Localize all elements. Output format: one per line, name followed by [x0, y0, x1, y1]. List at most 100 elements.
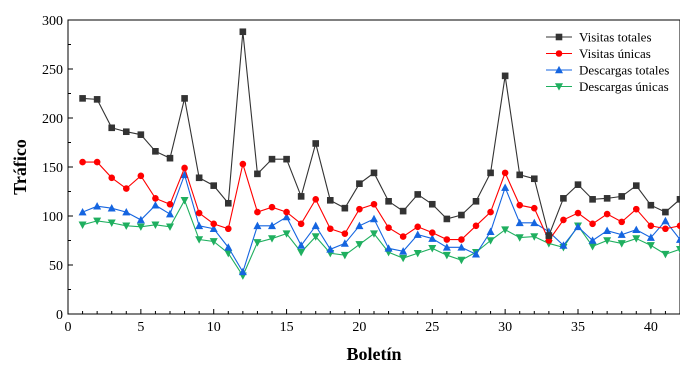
y-tick-label: 100	[42, 210, 63, 225]
legend-item: Visitas únicas	[546, 46, 651, 61]
data-point	[224, 243, 233, 251]
data-point	[443, 236, 451, 243]
data-point	[297, 241, 306, 249]
legend-item: Visitas totales	[546, 30, 652, 45]
data-point	[413, 249, 422, 258]
data-point	[267, 221, 277, 230]
data-point	[603, 226, 612, 234]
data-point	[399, 233, 407, 240]
data-point	[355, 221, 364, 230]
series	[79, 158, 680, 244]
data-point	[384, 244, 393, 252]
data-point	[516, 171, 524, 179]
data-point	[93, 158, 101, 166]
data-point	[166, 200, 174, 208]
data-point	[530, 218, 539, 227]
data-point	[574, 209, 582, 217]
data-point	[675, 246, 680, 254]
data-point	[617, 230, 626, 238]
y-tick-label: 0	[56, 308, 63, 323]
data-point	[486, 227, 495, 235]
data-point	[340, 251, 349, 260]
data-point	[254, 170, 261, 178]
data-point	[93, 202, 102, 210]
data-point	[341, 204, 349, 212]
data-point	[603, 210, 611, 218]
data-point	[560, 216, 567, 224]
data-point	[428, 229, 436, 236]
data-point	[268, 203, 276, 211]
data-point	[530, 175, 538, 183]
data-point	[662, 225, 669, 233]
data-point	[180, 197, 189, 205]
axis-ticks: 0 50 100 150 200 250 300 0 5 10 15 20 25 30 35 40	[42, 14, 666, 335]
legend-label: Visitas totales	[579, 30, 652, 45]
data-point	[632, 182, 640, 189]
data-point	[108, 174, 116, 182]
data-point	[297, 193, 305, 200]
data-point	[560, 195, 567, 202]
data-point	[501, 72, 509, 80]
x-tick-label: 35	[571, 320, 585, 335]
data-point	[122, 185, 130, 192]
data-point	[282, 212, 291, 221]
series	[78, 170, 680, 276]
series-layer	[78, 28, 680, 280]
data-point	[617, 240, 626, 248]
data-point	[618, 218, 626, 226]
data-point	[428, 234, 437, 242]
data-point	[181, 95, 188, 102]
data-point	[501, 226, 510, 234]
legend-marker	[555, 50, 563, 57]
data-point	[545, 232, 553, 239]
data-point	[355, 241, 364, 249]
data-point	[93, 96, 101, 103]
data-point	[93, 217, 102, 226]
data-point	[457, 243, 466, 251]
legend-item: Descargas totales	[546, 63, 669, 78]
y-tick-label: 50	[49, 259, 63, 274]
data-point	[589, 196, 596, 203]
data-point	[268, 155, 276, 163]
data-point	[370, 200, 378, 208]
data-point	[238, 267, 247, 276]
data-point	[385, 224, 392, 232]
data-point	[559, 241, 568, 249]
data-point	[267, 235, 277, 243]
x-tick-label: 5	[137, 320, 144, 335]
data-point	[181, 164, 188, 172]
y-tick-label: 150	[42, 161, 63, 176]
data-point	[588, 243, 597, 251]
data-point	[312, 196, 320, 203]
data-point	[283, 155, 290, 163]
data-point	[414, 223, 422, 231]
data-point	[413, 230, 422, 238]
data-point	[195, 174, 203, 182]
data-point	[662, 208, 669, 216]
data-point	[78, 221, 87, 229]
data-point	[209, 224, 218, 233]
x-tick-label: 20	[352, 320, 366, 335]
data-point	[312, 140, 320, 147]
data-point	[122, 222, 131, 230]
data-point	[356, 205, 363, 213]
data-point	[515, 234, 524, 242]
x-tick-label: 0	[65, 320, 72, 335]
data-point	[369, 230, 379, 238]
y-tick-label: 300	[42, 14, 63, 29]
data-point	[369, 214, 379, 223]
data-point	[501, 169, 509, 177]
data-point	[457, 256, 466, 265]
data-point	[107, 219, 116, 227]
data-point	[137, 172, 145, 180]
data-point	[574, 181, 582, 188]
data-point	[311, 221, 320, 230]
data-point	[675, 235, 680, 243]
data-point	[661, 216, 670, 225]
legend-marker	[554, 65, 564, 74]
data-point	[588, 236, 597, 244]
data-point	[107, 204, 116, 212]
data-point	[646, 233, 655, 241]
